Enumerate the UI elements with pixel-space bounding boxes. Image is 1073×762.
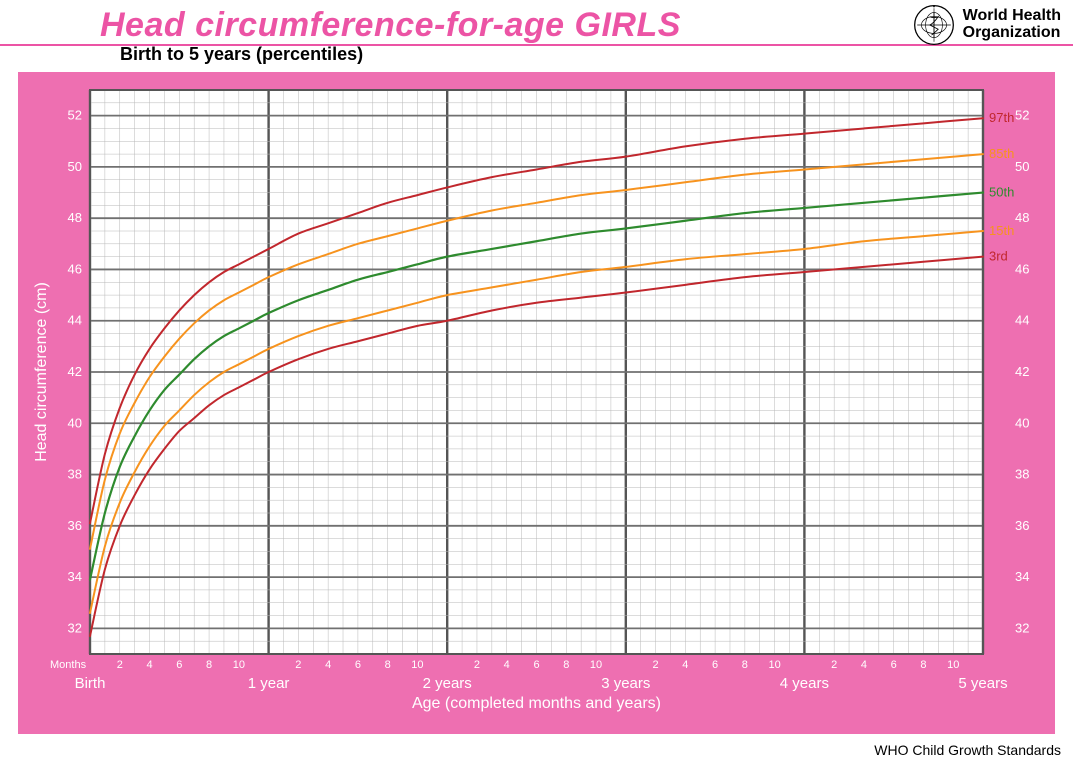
x-month-tick: 10 [411, 659, 423, 671]
x-month-tick: 2 [474, 659, 480, 671]
x-month-tick: 6 [533, 659, 539, 671]
x-axis-title: Age (completed months and years) [412, 695, 661, 712]
y-tick-left: 46 [68, 261, 82, 276]
y-tick-left: 42 [68, 364, 82, 379]
who-text-line2: Organization [963, 25, 1061, 42]
y-tick-left: 32 [68, 620, 82, 635]
x-month-tick: 6 [355, 659, 361, 671]
x-month-tick: 4 [325, 659, 331, 671]
who-text-line1: World Health [963, 8, 1061, 25]
x-month-tick: 4 [146, 659, 152, 671]
x-year-tick: 5 years [958, 675, 1007, 692]
x-month-tick: 2 [831, 659, 837, 671]
y-tick-right: 32 [1015, 620, 1029, 635]
page-title: Head circumference-for-age GIRLS [100, 6, 681, 45]
who-text: World Health Organization [963, 8, 1061, 42]
series-label-3rd: 3rd [989, 249, 1008, 264]
y-tick-right: 40 [1015, 415, 1029, 430]
y-tick-right: 48 [1015, 210, 1029, 225]
y-tick-left: 36 [68, 518, 82, 533]
x-month-tick: 2 [117, 659, 123, 671]
x-month-tick: 2 [295, 659, 301, 671]
x-month-tick: 8 [385, 659, 391, 671]
x-month-tick: 6 [712, 659, 718, 671]
x-year-tick: 4 years [780, 675, 829, 692]
series-label-97th: 97th [989, 110, 1014, 125]
x-month-tick: 10 [769, 659, 781, 671]
x-month-tick: 8 [742, 659, 748, 671]
x-month-tick: 8 [563, 659, 569, 671]
months-label: Months [50, 659, 87, 671]
x-year-tick: 2 years [423, 675, 472, 692]
y-tick-left: 34 [68, 569, 82, 584]
y-tick-right: 42 [1015, 364, 1029, 379]
x-month-tick: 8 [206, 659, 212, 671]
chart-svg: 3rd 15th 50th 85th 97th 32 32 34 34 36 36 38 38 40 40 4… [18, 72, 1055, 734]
y-tick-right: 34 [1015, 569, 1029, 584]
x-month-tick: 4 [682, 659, 688, 671]
y-tick-right: 52 [1015, 108, 1029, 123]
who-logo-icon [913, 4, 955, 46]
y-tick-left: 40 [68, 415, 82, 430]
y-tick-right: 36 [1015, 518, 1029, 533]
x-month-tick: 2 [653, 659, 659, 671]
x-month-tick: 10 [233, 659, 245, 671]
y-tick-left: 50 [68, 159, 82, 174]
x-month-tick: 4 [861, 659, 867, 671]
y-tick-left: 38 [68, 467, 82, 482]
series-label-85th: 85th [989, 146, 1014, 161]
y-tick-right: 38 [1015, 467, 1029, 482]
y-tick-right: 46 [1015, 261, 1029, 276]
series-label-50th: 50th [989, 185, 1014, 200]
footer-text: WHO Child Growth Standards [874, 742, 1061, 758]
x-year-tick: 3 years [601, 675, 650, 692]
who-branding: World Health Organization [913, 4, 1061, 46]
y-tick-left: 48 [68, 210, 82, 225]
x-month-tick: 6 [176, 659, 182, 671]
x-month-tick: 10 [947, 659, 959, 671]
y-tick-left: 44 [68, 313, 82, 328]
series-label-15th: 15th [989, 223, 1014, 238]
y-axis-title: Head circumference (cm) [33, 282, 50, 462]
growth-chart: 3rd 15th 50th 85th 97th 32 32 34 34 36 36 38 38 40 40 4… [18, 72, 1055, 734]
y-tick-right: 50 [1015, 159, 1029, 174]
x-month-tick: 8 [920, 659, 926, 671]
x-month-tick: 6 [891, 659, 897, 671]
y-tick-right: 44 [1015, 313, 1029, 328]
x-month-tick: 10 [590, 659, 602, 671]
x-year-tick: Birth [75, 675, 106, 692]
page-subtitle: Birth to 5 years (percentiles) [120, 44, 363, 65]
x-year-tick: 1 year [248, 675, 290, 692]
y-tick-left: 52 [68, 108, 82, 123]
x-month-tick: 4 [504, 659, 510, 671]
